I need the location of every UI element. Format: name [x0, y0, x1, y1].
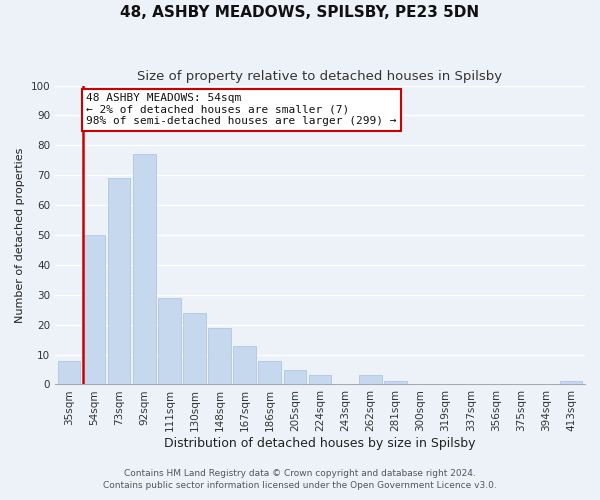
Bar — [158, 298, 181, 384]
X-axis label: Distribution of detached houses by size in Spilsby: Distribution of detached houses by size … — [164, 437, 476, 450]
Bar — [133, 154, 155, 384]
Title: Size of property relative to detached houses in Spilsby: Size of property relative to detached ho… — [137, 70, 503, 83]
Text: Contains HM Land Registry data © Crown copyright and database right 2024.
Contai: Contains HM Land Registry data © Crown c… — [103, 468, 497, 490]
Bar — [183, 312, 206, 384]
Bar — [58, 360, 80, 384]
Bar — [108, 178, 130, 384]
Text: 48, ASHBY MEADOWS, SPILSBY, PE23 5DN: 48, ASHBY MEADOWS, SPILSBY, PE23 5DN — [121, 5, 479, 20]
Bar — [83, 235, 105, 384]
Bar — [284, 370, 306, 384]
Y-axis label: Number of detached properties: Number of detached properties — [15, 148, 25, 322]
Bar — [384, 382, 407, 384]
Bar — [259, 360, 281, 384]
Bar — [359, 376, 382, 384]
Bar — [309, 376, 331, 384]
Bar — [233, 346, 256, 385]
Text: 48 ASHBY MEADOWS: 54sqm
← 2% of detached houses are smaller (7)
98% of semi-deta: 48 ASHBY MEADOWS: 54sqm ← 2% of detached… — [86, 93, 397, 126]
Bar — [208, 328, 231, 384]
Bar — [560, 382, 583, 384]
